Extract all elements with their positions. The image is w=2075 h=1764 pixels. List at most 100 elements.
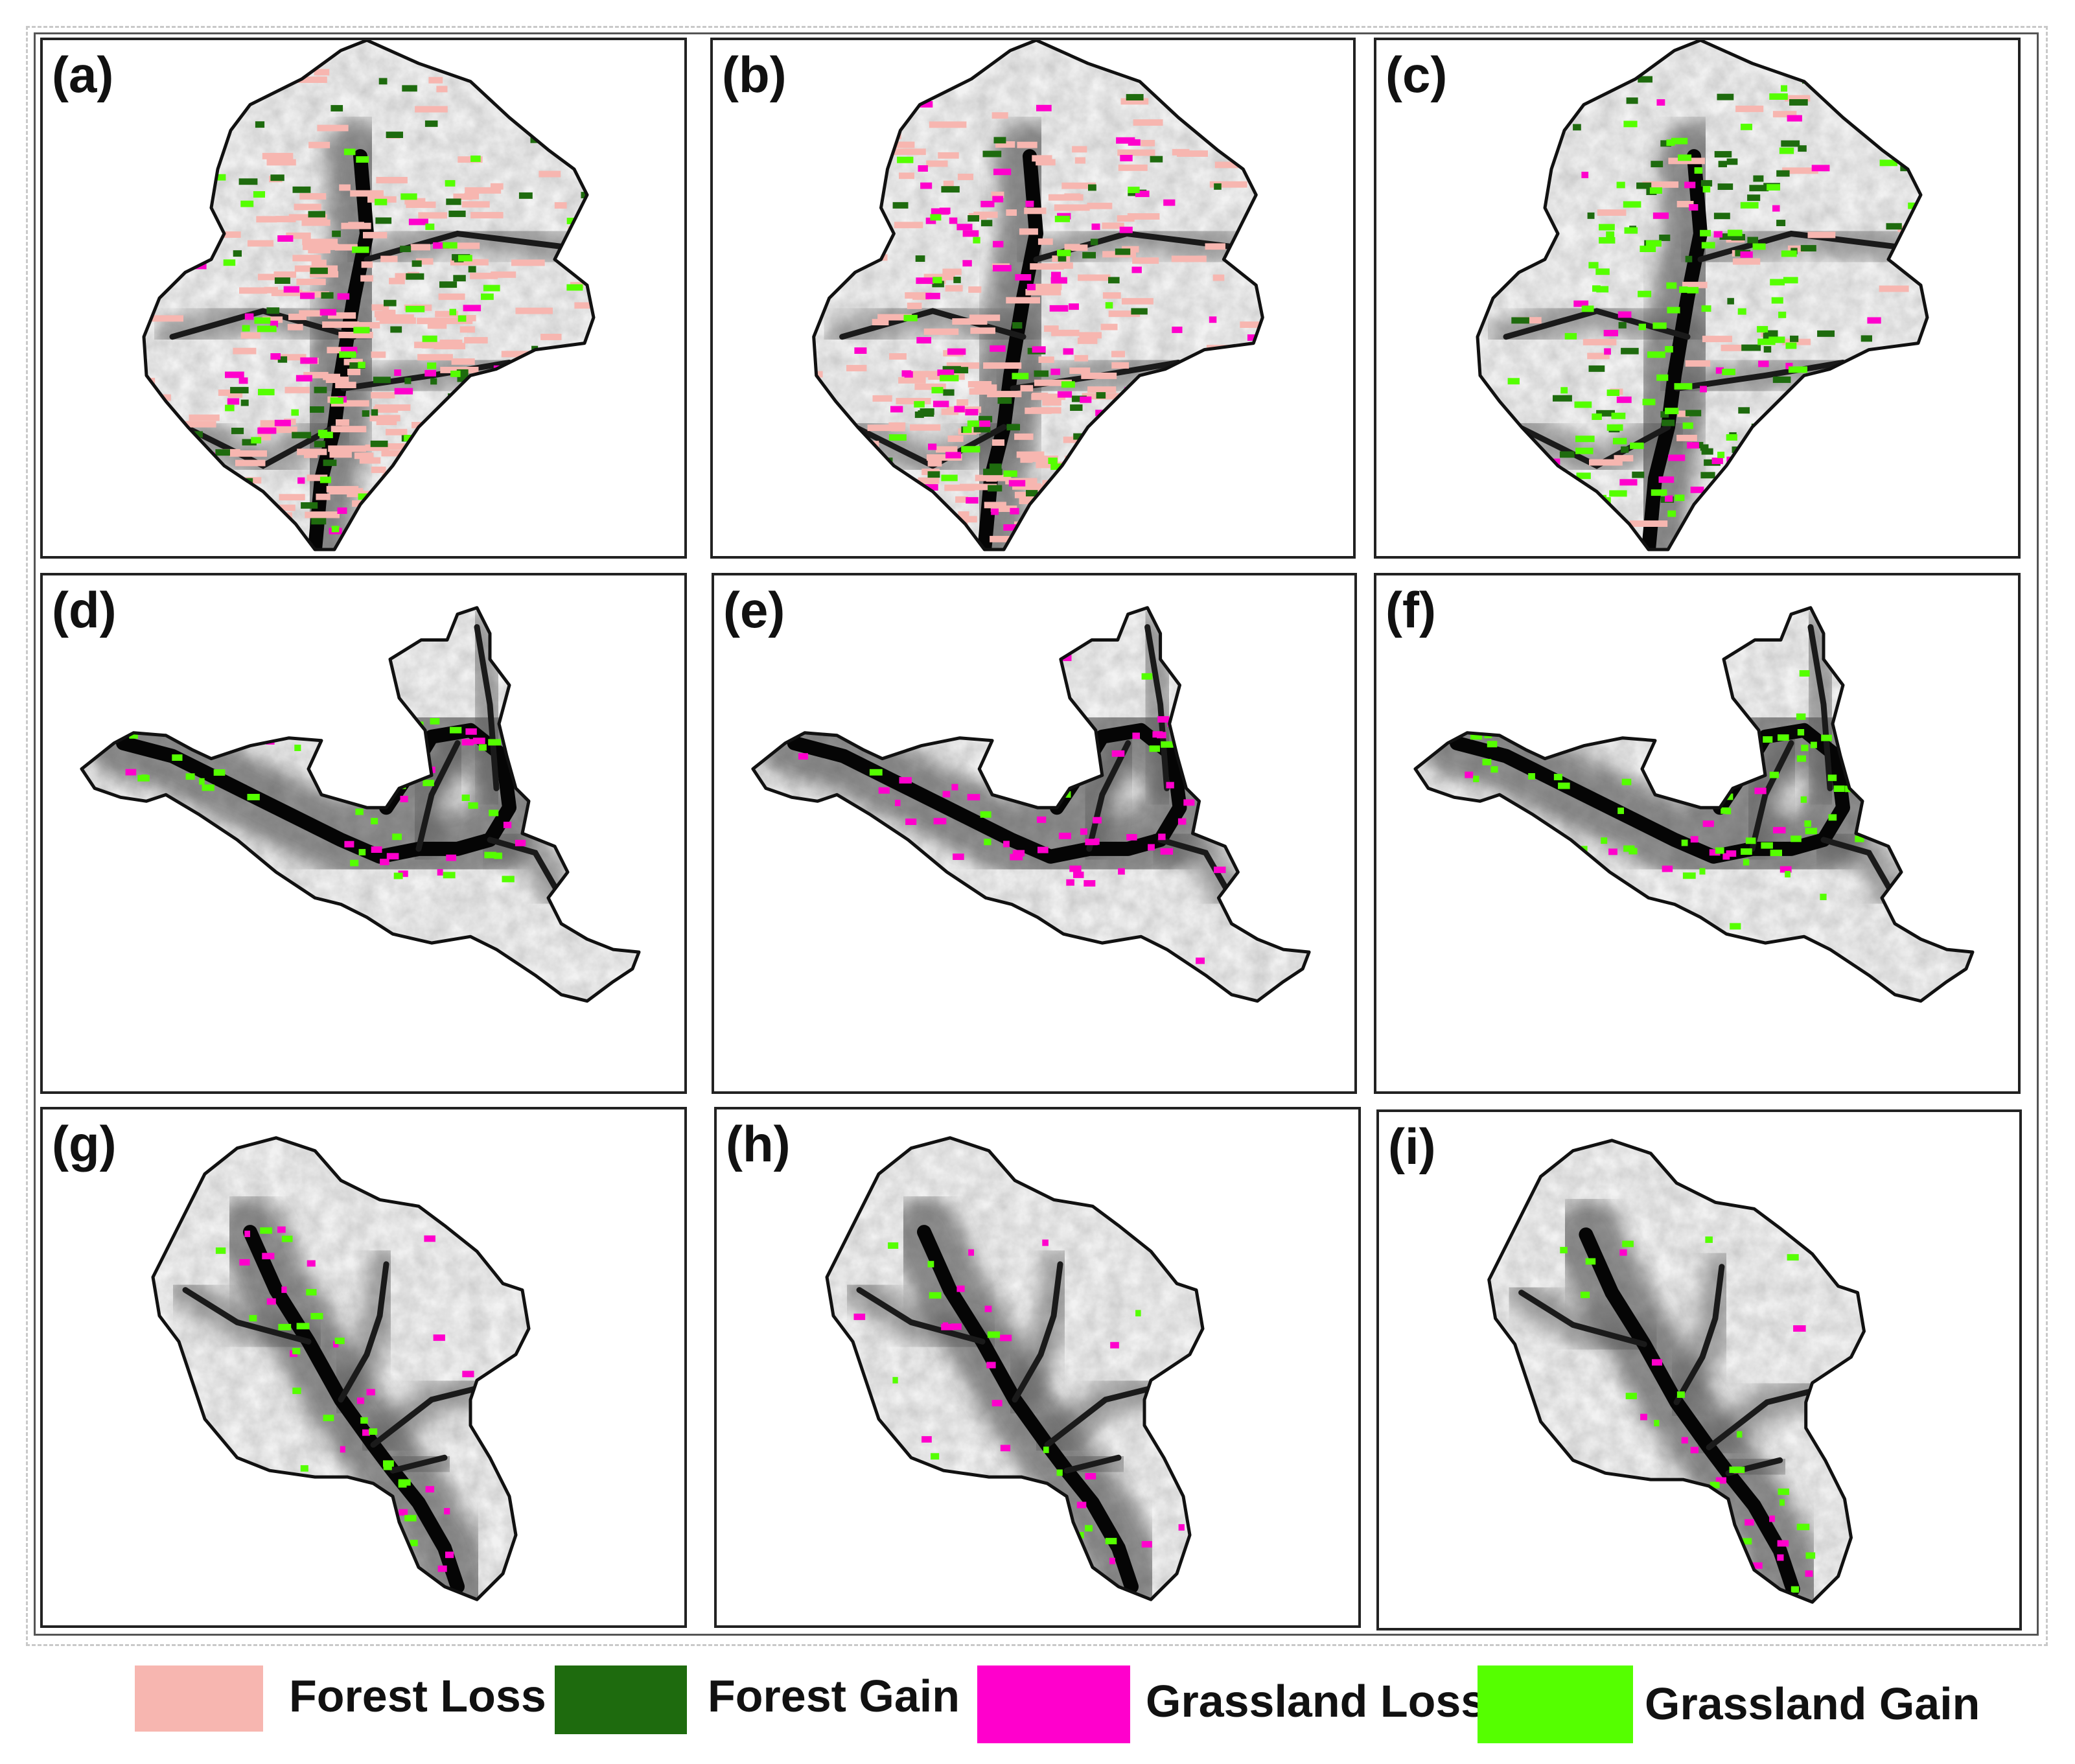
grassland-gain-pixel — [319, 476, 331, 483]
forest-loss-pixel — [308, 141, 330, 148]
forest-loss-pixel — [421, 483, 460, 490]
grassland-loss-pixel — [1524, 712, 1533, 719]
forest-gain-pixel — [1026, 490, 1038, 496]
forest-gain-pixel — [242, 439, 257, 446]
forest-loss-pixel — [1069, 367, 1091, 374]
grassland-loss-pixel — [270, 353, 281, 360]
forest-loss-pixel — [515, 307, 553, 314]
forest-loss-pixel — [1121, 297, 1153, 305]
forest-loss-pixel — [287, 323, 303, 331]
map-h — [825, 1136, 1205, 1601]
grassland-loss-pixel — [573, 1217, 583, 1224]
forest-loss-pixel — [465, 187, 502, 194]
grassland-gain-pixel — [914, 400, 925, 408]
forest-loss-pixel — [813, 371, 823, 378]
grassland-loss-pixel — [227, 398, 240, 405]
grassland-gain-pixel — [240, 200, 254, 207]
grassland-gain-pixel — [1805, 1552, 1816, 1559]
grassland-loss-pixel — [1008, 480, 1026, 487]
forest-gain-pixel — [371, 409, 378, 416]
watershed-boundary — [825, 1136, 1205, 1601]
forest-loss-pixel — [1120, 98, 1149, 105]
forest-loss-pixel — [444, 242, 480, 250]
forest-gain-pixel — [308, 211, 325, 218]
forest-loss-pixel — [888, 422, 906, 429]
forest-loss-pixel — [436, 86, 448, 93]
grassland-loss-pixel — [437, 869, 443, 876]
grassland-gain-pixel — [846, 992, 858, 999]
grassland-loss-pixel — [1058, 832, 1071, 839]
forest-loss-pixel — [1051, 329, 1080, 336]
grassland-gain-pixel — [940, 375, 959, 382]
forest-loss-pixel — [430, 415, 452, 421]
grassland-gain-pixel — [1577, 500, 1595, 507]
grassland-gain-pixel — [1796, 1524, 1810, 1531]
grassland-gain-pixel — [145, 406, 157, 413]
legend-swatch-forest-loss — [135, 1665, 263, 1732]
grassland-gain-pixel — [445, 180, 456, 187]
grassland-loss-pixel — [300, 357, 318, 364]
grassland-gain-pixel — [930, 214, 942, 221]
tributary-channel — [415, 740, 461, 852]
grassland-gain-pixel — [1796, 713, 1806, 720]
forest-loss-pixel — [227, 391, 243, 398]
grassland-gain-pixel — [292, 1347, 301, 1354]
forest-gain-pixel — [424, 120, 438, 127]
grassland-gain-pixel — [1603, 665, 1613, 672]
grassland-gain-pixel — [488, 739, 501, 746]
forest-loss-pixel — [329, 488, 364, 494]
forest-loss-pixel — [936, 446, 958, 453]
forest-gain-pixel — [301, 502, 318, 509]
forest-loss-pixel — [974, 384, 997, 391]
grassland-gain-pixel — [1741, 848, 1752, 855]
grassland-gain-pixel — [566, 284, 583, 291]
forest-loss-pixel — [576, 389, 594, 396]
forest-loss-pixel — [1006, 209, 1017, 216]
grassland-gain-pixel — [1478, 474, 1479, 481]
forest-loss-pixel — [330, 400, 369, 407]
forest-gain-pixel — [1126, 94, 1144, 100]
grassland-gain-pixel — [1767, 184, 1780, 191]
forest-loss-pixel — [969, 388, 997, 395]
forest-loss-pixel — [1754, 473, 1785, 480]
grassland-loss-pixel — [420, 426, 428, 433]
forest-gain-pixel — [997, 397, 1012, 404]
forest-gain-pixel — [1717, 183, 1733, 190]
grassland-gain-pixel — [1794, 1051, 1801, 1058]
forest-loss-pixel — [1215, 139, 1231, 146]
forest-loss-pixel — [309, 271, 339, 278]
forest-loss-pixel — [1111, 351, 1125, 358]
forest-loss-pixel — [491, 271, 516, 278]
grassland-loss-pixel — [1178, 1524, 1185, 1531]
forest-gain-pixel — [941, 186, 960, 193]
grassland-gain-pixel — [1743, 859, 1750, 866]
grassland-loss-pixel — [1036, 104, 1052, 111]
grassland-gain-pixel — [1699, 868, 1706, 875]
grassland-gain-pixel — [1478, 131, 1489, 138]
forest-loss-pixel — [1582, 339, 1617, 345]
grassland-gain-pixel — [1581, 305, 1594, 312]
legend: Forest Loss Forest Gain Grassland Loss G… — [0, 1659, 2075, 1756]
tributary-channel — [1144, 624, 1170, 791]
grassland-gain-pixel — [931, 387, 944, 393]
forest-gain-pixel — [1790, 335, 1799, 342]
forest-loss-pixel — [385, 443, 421, 450]
grassland-gain-pixel — [375, 198, 388, 205]
forest-gain-pixel — [953, 277, 961, 283]
forest-loss-pixel — [415, 106, 448, 113]
grassland-gain-pixel — [468, 802, 478, 809]
forest-loss-pixel — [1227, 377, 1240, 384]
grassland-gain-pixel — [343, 148, 356, 156]
grassland-loss-pixel — [424, 1235, 435, 1242]
grassland-gain-pixel — [481, 293, 494, 300]
forest-gain-pixel — [1747, 194, 1761, 202]
grassland-gain-pixel — [1689, 1011, 1701, 1017]
grassland-loss-pixel — [986, 1362, 996, 1369]
grassland-gain-pixel — [1787, 1254, 1799, 1261]
grassland-gain-pixel — [1616, 181, 1625, 189]
grassland-gain-pixel — [1097, 507, 1116, 515]
forest-loss-pixel — [360, 511, 388, 518]
grassland-loss-pixel — [1032, 346, 1046, 353]
forest-loss-pixel — [1785, 95, 1811, 102]
grassland-loss-pixel — [1746, 470, 1765, 477]
